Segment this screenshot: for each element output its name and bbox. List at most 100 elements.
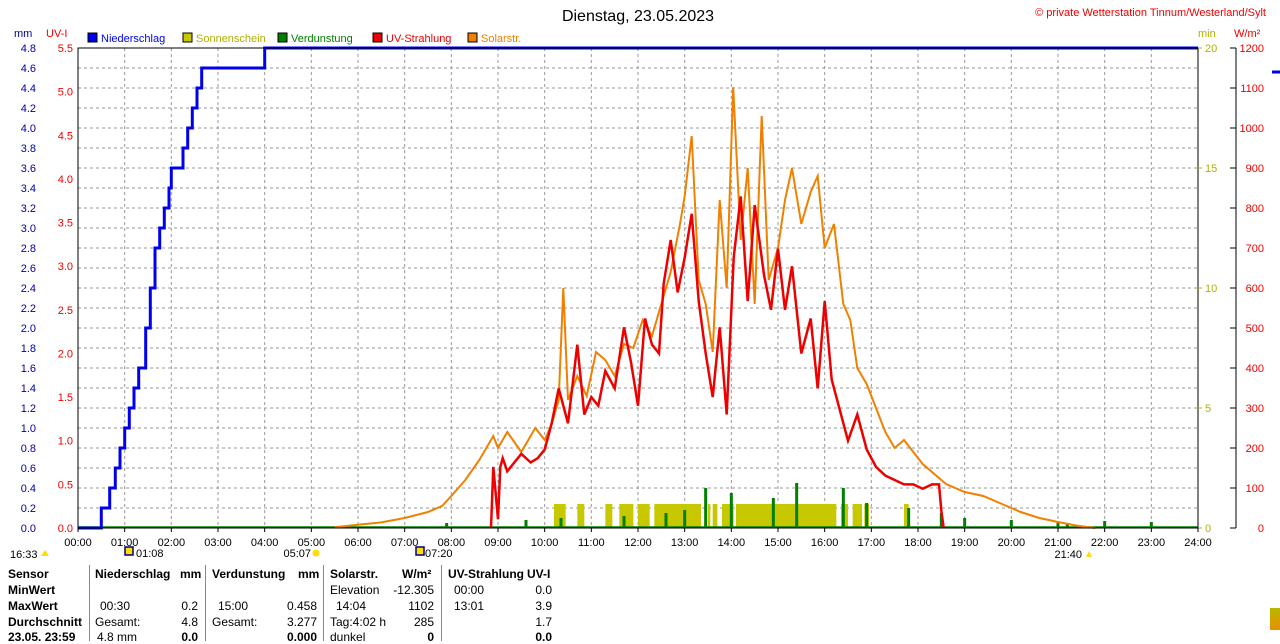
stats-solar-min-value: -12.305	[393, 583, 434, 597]
tick-label-time: 07:00	[391, 537, 419, 549]
legend-item-solarstr: Solarstr.	[467, 32, 521, 45]
stats-uv-last-value: 0.0	[535, 630, 552, 644]
stats-solar-last-label: dunkel	[330, 630, 366, 644]
tick-label-uv: 5.0	[58, 87, 73, 99]
tick-label-time: 20:00	[998, 537, 1026, 549]
grid	[78, 48, 1198, 528]
axis-label-wm2: W/m²	[1234, 28, 1261, 40]
tick-label-time: 24:00	[1184, 537, 1212, 549]
sunshine-bar	[638, 504, 650, 528]
tick-label-time: 06:00	[344, 537, 372, 549]
legend-item-niederschlag: Niederschlag	[87, 32, 165, 45]
tick-label-wm2: 600	[1246, 283, 1264, 295]
stats-rain-last-label: 4.8 mm	[97, 630, 138, 644]
tick-label-wm2: 400	[1246, 363, 1264, 375]
evaporation-spike	[559, 518, 563, 528]
tick-label-time: 11:00	[578, 537, 605, 549]
sunshine-bar	[577, 504, 585, 528]
stats-uv-max-value: 3.9	[535, 599, 552, 613]
tick-label-mm: 1.6	[21, 363, 36, 375]
tick-label-mm: 3.8	[21, 143, 36, 155]
tick-label-mm: 2.0	[21, 323, 36, 335]
tick-label-time: 14:00	[718, 537, 746, 549]
tick-label-mm: 2.8	[21, 243, 36, 255]
evaporation-spike	[1149, 522, 1153, 528]
sunset-prev-time: 16:33	[10, 549, 38, 561]
legend-label-niederschlag: Niederschlag	[101, 33, 165, 45]
tick-label-mm: 2.2	[21, 303, 36, 315]
tick-label-time: 09:00	[484, 537, 512, 549]
stats-table: Sensor MinWert MaxWert Durchschnitt 23.0…	[0, 565, 560, 644]
series-solar-line	[334, 87, 1096, 529]
stats-uv-unit: UV-I	[527, 567, 551, 581]
weather-chart: 4.8 4.6 4.4 4.2 4.0 3.8 3.6 3.4 3.2 3.0 2.8 2.6 2.4 2…	[10, 7, 1280, 561]
tick-label-min: 10	[1205, 283, 1217, 295]
tick-label-mm: 4.8	[21, 43, 36, 55]
sun-marker-row: 16:33 01:08 05:07 07:20 21:40	[10, 546, 1092, 561]
evaporation-spike	[704, 488, 708, 528]
stats-rain-last-value: 0.0	[181, 630, 198, 644]
legend-item-sonnenschein: Sonnenschein	[182, 32, 266, 45]
sunshine-bar	[904, 504, 909, 528]
tick-label-mm: 4.2	[21, 103, 36, 115]
tick-label-mm: 3.4	[21, 183, 36, 195]
tick-label-wm2: 500	[1246, 323, 1264, 335]
sunset-time: 21:40	[1054, 549, 1082, 561]
stats-rain-max-time: 00:30	[100, 599, 131, 613]
stats-separator-1	[89, 565, 90, 641]
moonset-time: 07:20	[425, 548, 453, 560]
tick-label-wm2: 1200	[1240, 43, 1264, 55]
stats-separator-3	[323, 565, 324, 641]
evaporation-spike	[1103, 521, 1107, 528]
tick-label-mm: 3.0	[21, 223, 36, 235]
tick-label-time: 02:00	[158, 537, 186, 549]
sunshine-bar	[605, 504, 613, 528]
stats-solar-max-time: 14:04	[336, 599, 367, 613]
stats-separator-2	[205, 565, 206, 641]
stats-rain-total-value: 4.8	[181, 615, 198, 629]
stats-rain-header: Niederschlag	[95, 567, 171, 581]
tick-label-mm: 0.4	[21, 483, 36, 495]
axis-label-mm: mm	[14, 28, 32, 40]
stats-evap-total-value: 3.277	[286, 615, 317, 629]
tick-label-time: 23:00	[1138, 537, 1166, 549]
tick-label-wm2: 0	[1258, 523, 1264, 535]
stats-uv-avg-value: 1.7	[535, 615, 552, 629]
stats-row-max-label: MaxWert	[8, 599, 58, 613]
evaporation-spikes	[78, 483, 1198, 528]
tick-label-time: 01:00	[111, 537, 139, 549]
sunrise-icon	[312, 549, 320, 557]
tick-label-min: 0	[1205, 523, 1211, 535]
tick-label-mm: 0.0	[21, 523, 36, 535]
tick-label-time: 04:00	[251, 537, 279, 549]
tick-label-mm: 1.8	[21, 343, 36, 355]
tick-label-wm2: 800	[1246, 203, 1264, 215]
tick-label-time: 05:00	[298, 537, 326, 549]
sunshine-bar	[852, 504, 862, 528]
stats-uv-min-value: 0.0	[535, 583, 552, 597]
tick-label-time: 03:00	[204, 537, 232, 549]
stats-solar-max-value: 1102	[408, 599, 434, 613]
tick-label-wm2: 900	[1246, 163, 1264, 175]
tick-label-mm: 0.2	[21, 503, 36, 515]
stats-evap-total-label: Gesamt:	[212, 615, 258, 629]
sunshine-bar	[722, 504, 734, 528]
stats-row-avg-label: Durchschnitt	[8, 615, 83, 629]
tick-label-uv: 3.5	[58, 218, 73, 230]
evaporation-spike	[907, 508, 911, 528]
legend-label-solarstr: Solarstr.	[481, 33, 521, 45]
tick-label-mm: 4.4	[21, 83, 36, 95]
sunshine-bars	[554, 504, 909, 528]
tick-label-min: 20	[1205, 43, 1217, 55]
tick-label-time: 13:00	[671, 537, 699, 549]
stats-solar-min-label: Elevation	[330, 583, 380, 597]
evaporation-spike	[524, 520, 528, 528]
tick-label-uv: 0.5	[58, 479, 73, 491]
tick-label-mm: 2.4	[21, 283, 36, 295]
tick-label-time: 22:00	[1091, 537, 1119, 549]
stats-row-date-label: 23.05. 23:59	[8, 630, 76, 644]
tick-label-uv: 4.0	[58, 174, 73, 186]
stats-evap-max-time: 15:00	[218, 599, 249, 613]
stats-rain-max-value: 0.2	[181, 599, 198, 613]
sunrise-time: 05:07	[283, 548, 311, 560]
